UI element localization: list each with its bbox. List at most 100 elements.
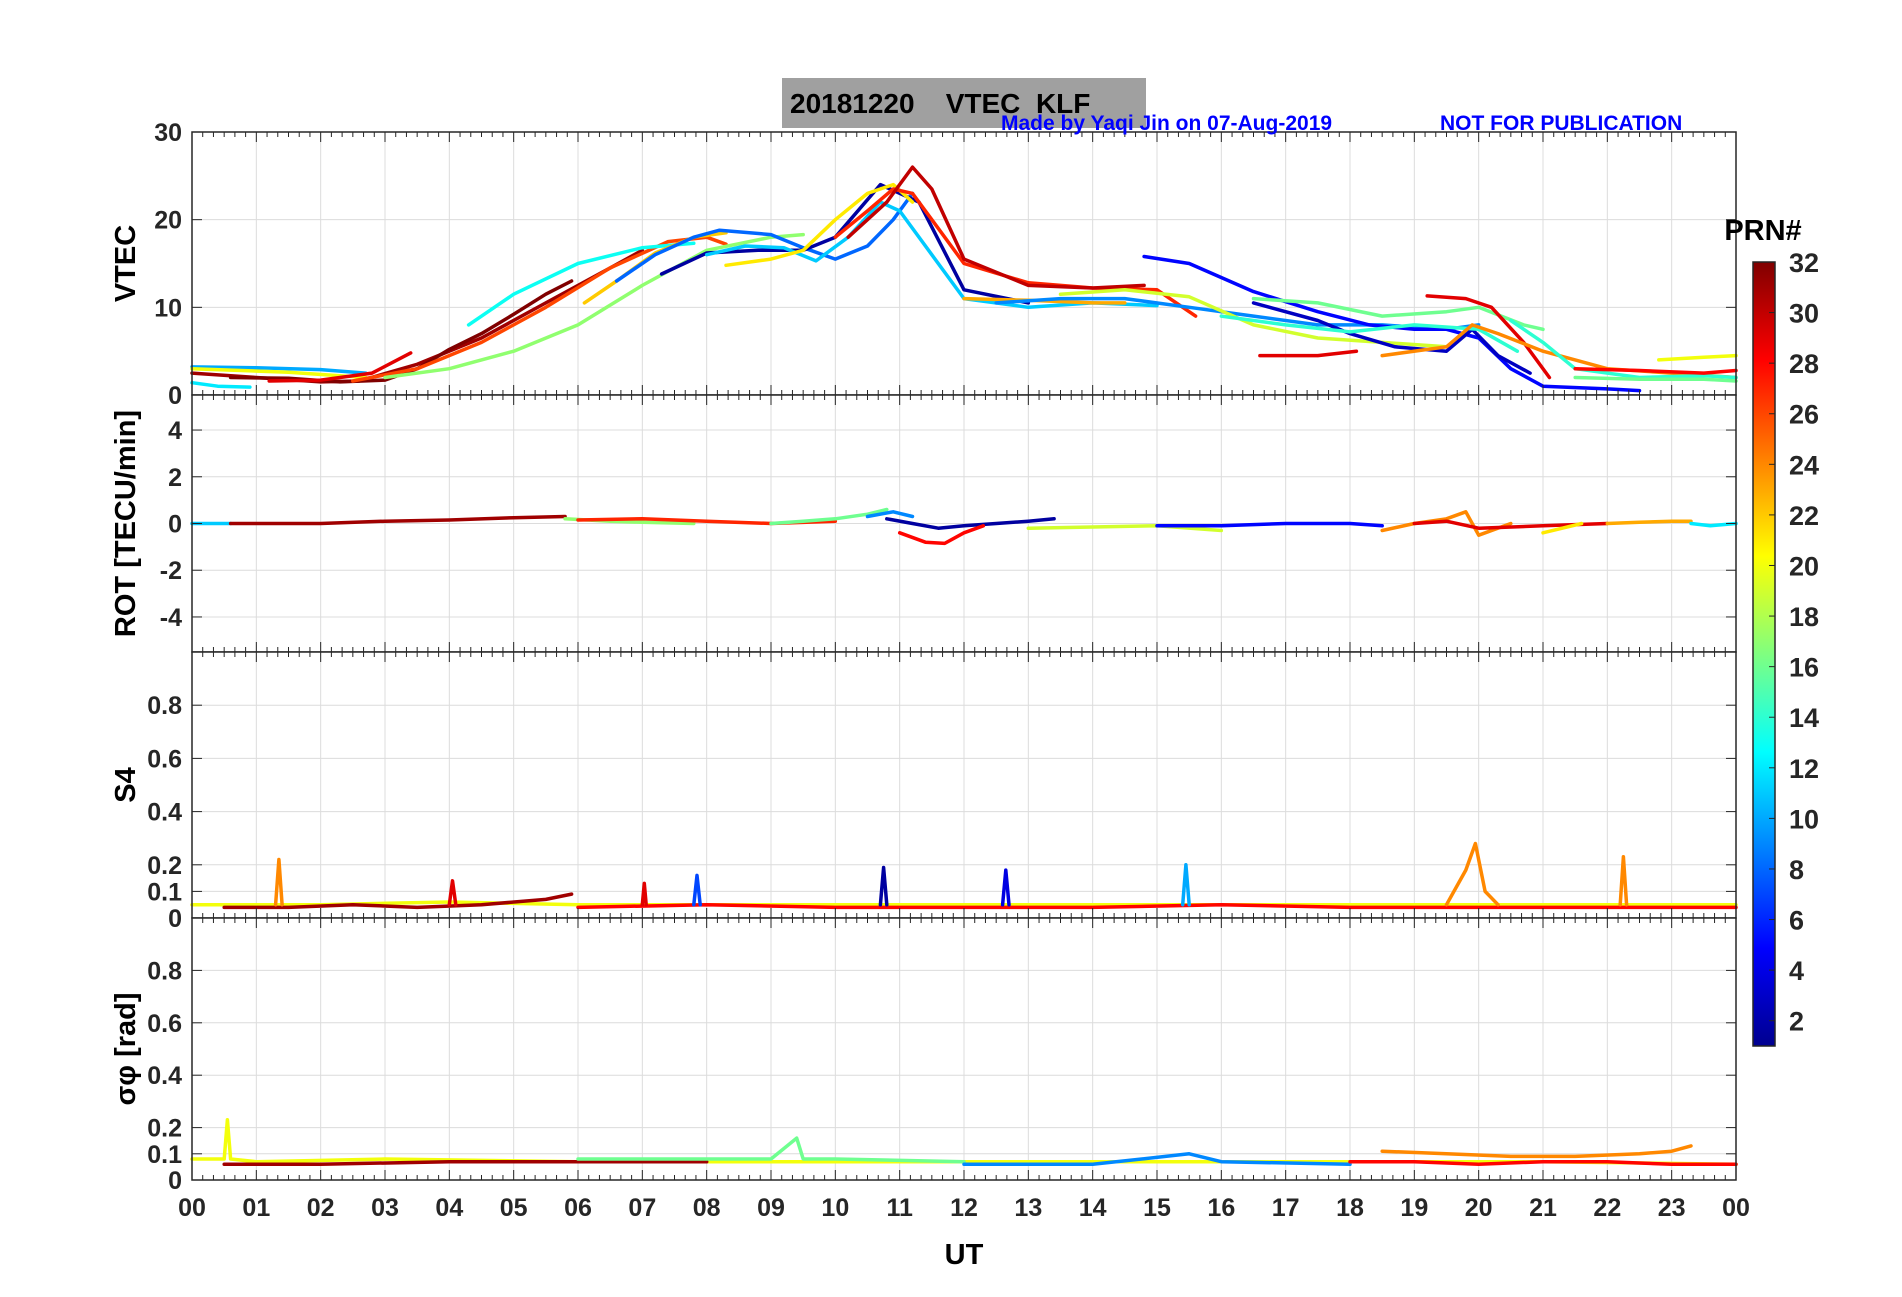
series-line-prn-2 (878, 865, 889, 907)
colorbar-title: PRN# (1724, 215, 1801, 247)
title-product: VTEC (945, 88, 1021, 119)
x-tick-label: 21 (1529, 1194, 1557, 1222)
y-tick-label: 0 (168, 905, 182, 933)
y-tick-label: 0 (168, 382, 182, 410)
rot-series-group (190, 507, 1738, 546)
x-tick-label: 03 (371, 1194, 399, 1222)
series-line-prn-12 (1689, 521, 1738, 528)
y-tick-label: 0.4 (147, 1062, 182, 1090)
series-line-prn-16 (576, 1136, 966, 1164)
x-tick-label: 16 (1207, 1194, 1235, 1222)
series-line-prn-16 (769, 507, 889, 526)
x-tick-label: 00 (1722, 1194, 1750, 1222)
panel-sigma_phi: 00.10.2 0.4 0.6 0.8σφ [rad] (110, 917, 1738, 1195)
series-line-prn-16 (1251, 296, 1545, 332)
y-tick-label: 20 (154, 207, 182, 235)
series-line-prn-29 (640, 881, 648, 907)
x-tick-label: 06 (564, 1194, 592, 1222)
series-line-prn-29 (1425, 294, 1552, 380)
x-tick-label: 13 (1014, 1194, 1042, 1222)
y-tick-label: 2 (168, 464, 182, 492)
y-tick-label: 0.2 (147, 852, 182, 880)
panel-rot: -4 -2 0 2 4 ROT [TECU/min] (110, 394, 1738, 653)
x-tick-label: 01 (242, 1194, 270, 1222)
title-date: 20181220 (790, 88, 915, 119)
y-axis-label-sigma_phi: σφ [rad] (110, 992, 142, 1105)
series-line-prn-29 (447, 879, 458, 907)
y-tick-label: 4 (168, 417, 182, 445)
series-line-prn-8 (614, 191, 915, 283)
colorbar-tick-label: 30 (1789, 299, 1819, 329)
series-line-prn-2 (885, 517, 1056, 530)
series-line-prn-9 (962, 1152, 1352, 1167)
y-axis-label-s4: S4 (110, 767, 142, 802)
colorbar-tick-label: 16 (1789, 653, 1819, 683)
series-line-prn-4 (1000, 868, 1011, 907)
series-line-prn-9 (865, 510, 915, 519)
series-line-prn-10 (190, 365, 368, 375)
plot-title: 20181220 VTEC KLF (790, 88, 1090, 120)
series-line-prn-24 (1444, 841, 1500, 907)
colorbar-tick-label: 6 (1789, 906, 1804, 936)
series-line-prn-19 (1026, 524, 1224, 533)
colorbar-tick-label: 14 (1789, 703, 1819, 733)
x-tick-label: 22 (1593, 1194, 1621, 1222)
y-axis-label-rot: ROT [TECU/min] (110, 410, 142, 637)
y-tick-label: 0 (168, 511, 182, 539)
y-axis-label-vtec: VTEC (110, 225, 142, 302)
series-line-prn-17 (383, 232, 805, 380)
colorbar-tick-label: 26 (1789, 400, 1819, 430)
colorbar-tick-label: 22 (1789, 501, 1819, 531)
series-line-prn-11 (704, 200, 1159, 310)
series-line-prn-23 (962, 296, 1127, 305)
series-line-prn-13 (466, 241, 696, 327)
series-line-prn-24 (1380, 1144, 1693, 1159)
x-tick-label: 14 (1079, 1194, 1107, 1222)
series-line-prn-28 (897, 524, 986, 546)
colorbar-tick-label: 4 (1789, 956, 1804, 986)
series-line-prn-7 (692, 873, 702, 907)
colorbar-tick-label: 20 (1789, 551, 1819, 581)
colorbar-gradient (1752, 261, 1776, 1047)
s4-series-group (190, 841, 1738, 910)
colorbar-tick-label: 12 (1789, 754, 1819, 784)
notice-text: NOT FOR PUBLICATION (1440, 112, 1683, 135)
x-tick-label: 07 (628, 1194, 656, 1222)
x-tick-label: 02 (307, 1194, 335, 1222)
series-line-prn-14 (1509, 318, 1738, 380)
panel-vtec: 0 10 20 30 VTEC (110, 119, 1738, 410)
series-line-prn-5 (1155, 521, 1384, 528)
x-tick-label: 05 (500, 1194, 528, 1222)
series-line-prn-31 (222, 1159, 709, 1167)
y-tick-label: 0.1 (147, 1141, 182, 1169)
x-tick-label: 17 (1272, 1194, 1300, 1222)
x-tick-label: 11 (886, 1194, 913, 1222)
x-tick-label: 20 (1465, 1194, 1493, 1222)
colorbar-tick-label: 2 (1789, 1007, 1804, 1037)
series-line-prn-31 (228, 514, 567, 526)
series-line-prn-30 (846, 165, 1146, 290)
series-line-prn-24 (1618, 855, 1629, 907)
colorbar-tick-label: 18 (1789, 602, 1819, 632)
x-tick-label: 00 (178, 1194, 206, 1222)
series-line-prn-29 (1258, 349, 1359, 358)
x-axis-label: UT (945, 1239, 984, 1271)
series-line-prn-29 (267, 351, 413, 383)
y-tick-label: 0.6 (147, 745, 182, 773)
x-tick-label: 12 (950, 1194, 978, 1222)
panel-s4: 00.10.2 0.4 0.6 0.8 S4 (110, 651, 1738, 933)
colorbar-tick-label: 24 (1789, 450, 1819, 480)
sigma_phi-series-group (190, 1117, 1738, 1167)
series-line-prn-16 (1573, 375, 1738, 383)
x-tick-label: 18 (1336, 1194, 1364, 1222)
series-line-prn-21 (1541, 521, 1584, 535)
x-tick-label: 10 (821, 1194, 849, 1222)
series-line-prn-23 (1605, 519, 1693, 526)
series-line-prn-28 (1348, 1159, 1738, 1167)
colorbar-tick-label: 32 (1789, 248, 1819, 278)
series-line-prn-21 (724, 182, 915, 268)
